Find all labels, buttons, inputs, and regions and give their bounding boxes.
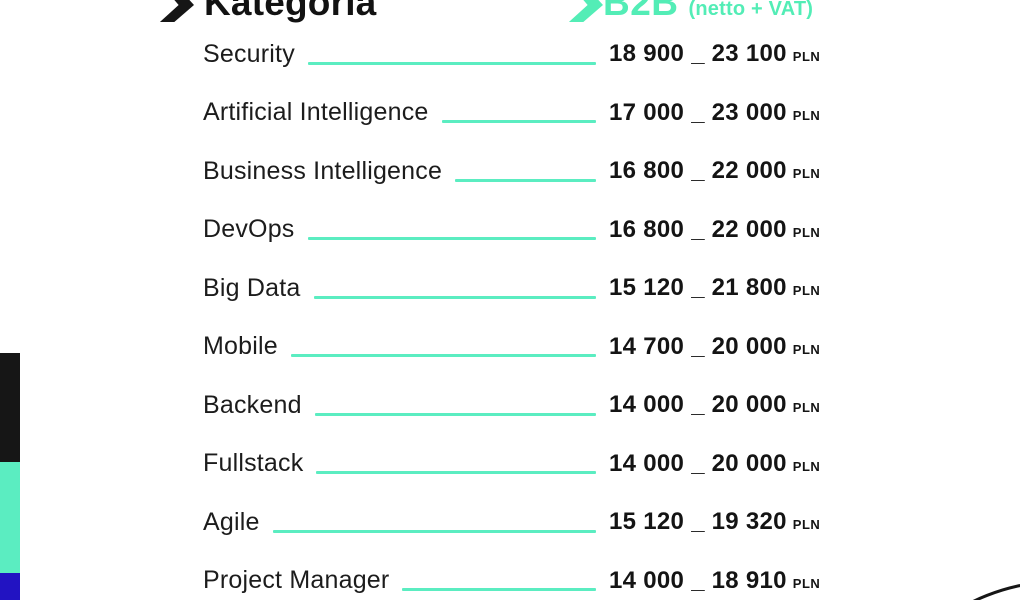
salary-min: 16 800: [609, 157, 685, 185]
range-separator-icon: _: [691, 98, 705, 126]
leader-line: [316, 471, 596, 475]
currency-label: PLN: [792, 575, 821, 591]
salary-min: 17 000: [609, 98, 685, 126]
range-separator-icon: _: [691, 449, 705, 477]
salary-range: 14 000 _ 18 910 PLN: [609, 567, 851, 595]
table-row: Backend 14 000 _ 20 000 PLN: [203, 376, 851, 435]
leader-line: [402, 588, 596, 592]
leader-line: [455, 178, 596, 182]
range-separator-icon: _: [691, 508, 705, 536]
table-row: Artificial Intelligence 17 000 _ 23 000 …: [203, 84, 851, 143]
range-separator-icon: _: [691, 274, 705, 302]
leader-line: [272, 529, 596, 533]
column-header-b2b: B2B (netto + VAT): [603, 0, 813, 21]
category-label: Project Manager: [203, 566, 390, 595]
netto-vat-label: (netto + VAT): [688, 0, 814, 20]
salary-max: 20 000: [711, 391, 787, 419]
salary-max: 21 800: [711, 274, 787, 302]
category-label: Artificial Intelligence: [203, 98, 429, 127]
salary-max: 20 000: [711, 332, 787, 360]
leader-line: [307, 61, 596, 65]
category-label: Mobile: [203, 332, 278, 361]
table-row: DevOps 16 800 _ 22 000 PLN: [203, 201, 851, 260]
salary-max: 23 000: [711, 98, 787, 126]
currency-label: PLN: [792, 49, 821, 65]
salary-min: 18 900: [609, 40, 685, 68]
edge-bar-teal-segment: [0, 462, 20, 573]
table-row: Big Data 15 120 _ 21 800 PLN: [203, 259, 851, 318]
currency-label: PLN: [792, 166, 821, 182]
salary-range: 15 120 _ 21 800 PLN: [609, 274, 851, 302]
salary-range: 16 800 _ 22 000 PLN: [609, 157, 851, 185]
salary-max: 22 000: [711, 157, 787, 185]
edge-bar-blue-segment: [0, 573, 20, 600]
salary-max: 18 910: [711, 566, 787, 594]
leader-line: [313, 295, 596, 299]
salary-min: 14 700: [609, 332, 685, 360]
category-label: Big Data: [203, 273, 301, 302]
currency-label: PLN: [792, 107, 821, 123]
salary-range: 14 700 _ 20 000 PLN: [609, 333, 851, 361]
b2b-label: B2B: [603, 0, 679, 23]
salary-range: 14 000 _ 20 000 PLN: [609, 391, 851, 419]
currency-label: PLN: [792, 341, 821, 357]
currency-label: PLN: [792, 517, 821, 533]
leader-line: [314, 412, 596, 416]
category-label: Backend: [203, 390, 302, 419]
salary-range: 18 900 _ 23 100 PLN: [609, 40, 851, 68]
category-label: Fullstack: [203, 449, 304, 478]
decorative-circle-arc: [860, 580, 1020, 600]
range-separator-icon: _: [691, 40, 705, 68]
table-row: Business Intelligence 16 800 _ 22 000 PL…: [203, 142, 851, 201]
salary-min: 14 000: [609, 449, 685, 477]
range-separator-icon: _: [691, 215, 705, 243]
leader-line: [290, 354, 596, 358]
range-separator-icon: _: [691, 566, 705, 594]
salary-max: 23 100: [711, 40, 787, 68]
category-label: DevOps: [203, 215, 295, 244]
salary-max: 20 000: [711, 449, 787, 477]
salary-min: 15 120: [609, 274, 685, 302]
table-row: Mobile 14 700 _ 20 000 PLN: [203, 318, 851, 377]
chevron-right-icon: [569, 0, 605, 22]
salary-range: 17 000 _ 23 000 PLN: [609, 99, 851, 127]
salary-max: 19 320: [711, 508, 787, 536]
salary-range: 15 120 _ 19 320 PLN: [609, 508, 851, 536]
chevron-right-icon: [160, 0, 196, 22]
category-label: Security: [203, 39, 295, 68]
salary-range: 14 000 _ 20 000 PLN: [609, 450, 851, 478]
currency-label: PLN: [792, 224, 821, 240]
table-row: Fullstack 14 000 _ 20 000 PLN: [203, 435, 851, 494]
salary-min: 16 800: [609, 215, 685, 243]
range-separator-icon: _: [691, 332, 705, 360]
salary-range: 16 800 _ 22 000 PLN: [609, 216, 851, 244]
salary-min: 15 120: [609, 508, 685, 536]
currency-label: PLN: [792, 400, 821, 416]
table-row: Project Manager 14 000 _ 18 910 PLN: [203, 552, 851, 600]
salary-max: 22 000: [711, 215, 787, 243]
range-separator-icon: _: [691, 157, 705, 185]
category-label: Agile: [203, 507, 260, 536]
range-separator-icon: _: [691, 391, 705, 419]
leader-line: [307, 237, 596, 241]
category-label: Business Intelligence: [203, 156, 443, 185]
salary-min: 14 000: [609, 391, 685, 419]
table-row: Security 18 900 _ 23 100 PLN: [203, 25, 851, 84]
leader-line: [441, 120, 596, 124]
table-row: Agile 15 120 _ 19 320 PLN: [203, 493, 851, 552]
currency-label: PLN: [792, 458, 821, 474]
salary-table: Security 18 900 _ 23 100 PLN Artificial …: [203, 25, 851, 600]
salary-min: 14 000: [609, 566, 685, 594]
currency-label: PLN: [792, 283, 821, 299]
edge-bar-black-segment: [0, 353, 20, 462]
column-header-category: Kategoria: [204, 0, 377, 23]
